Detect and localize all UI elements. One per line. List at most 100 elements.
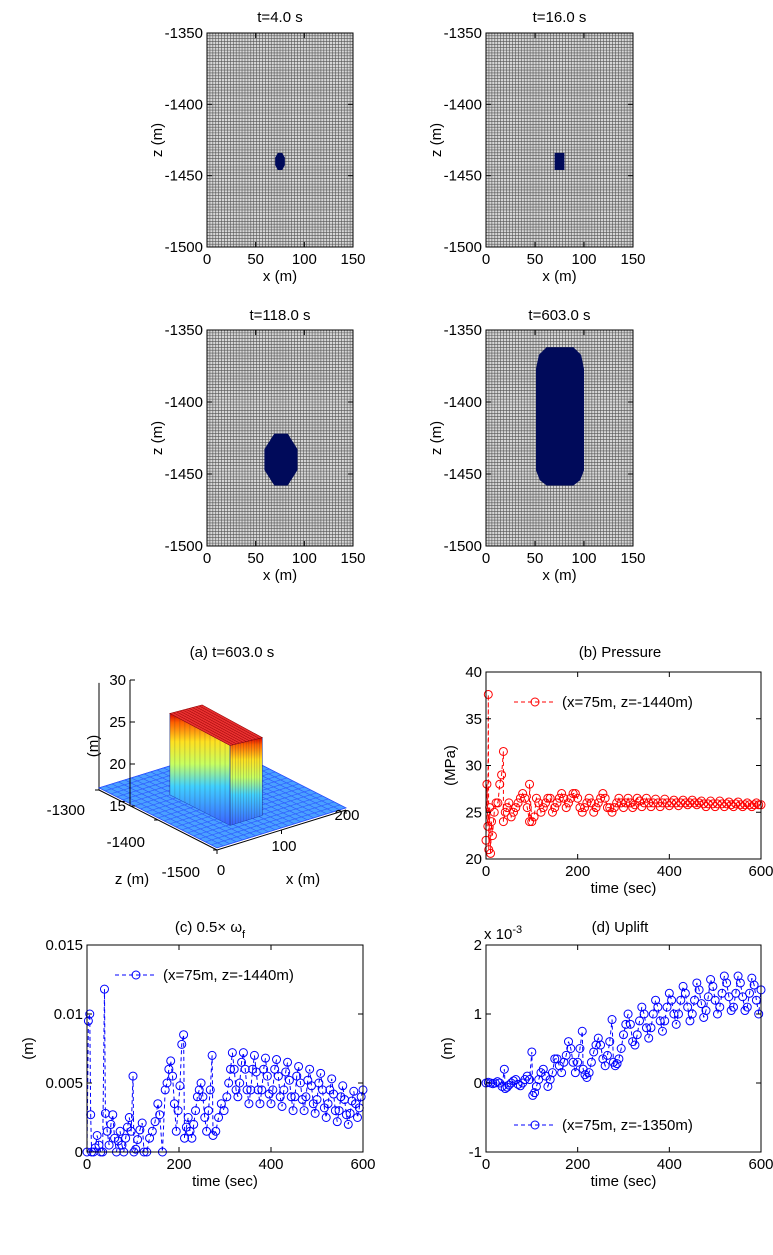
data-point bbox=[552, 798, 562, 808]
data-point bbox=[712, 1009, 722, 1019]
data-point bbox=[577, 1026, 587, 1036]
data-point bbox=[644, 1033, 654, 1043]
data-point bbox=[598, 789, 608, 799]
x-tick-label: 200 bbox=[565, 863, 590, 880]
surface-mesh-line bbox=[189, 708, 250, 741]
y-tick-label: -1350 bbox=[444, 25, 482, 42]
data-point bbox=[530, 1088, 540, 1098]
x-axis-label: time (sec) bbox=[591, 1173, 657, 1190]
data-point bbox=[498, 817, 508, 827]
surface-mesh-line bbox=[172, 712, 234, 745]
data-point bbox=[593, 798, 603, 808]
y-axis-label: z (m) bbox=[149, 123, 166, 157]
data-point bbox=[717, 799, 727, 809]
data-point bbox=[192, 1092, 202, 1102]
data-point bbox=[745, 988, 755, 998]
chart-title: (d) Uplift bbox=[592, 919, 650, 936]
data-point bbox=[492, 1077, 502, 1087]
data-point bbox=[511, 803, 521, 813]
legend-marker bbox=[530, 1120, 540, 1130]
data-point bbox=[196, 1078, 206, 1088]
data-point bbox=[740, 800, 750, 810]
data-point bbox=[664, 988, 674, 998]
x-tick-label: 0 bbox=[482, 863, 490, 880]
data-point bbox=[586, 798, 596, 808]
data-point bbox=[224, 1078, 234, 1088]
data-point bbox=[102, 1126, 112, 1136]
data-point bbox=[244, 1099, 254, 1109]
data-point bbox=[189, 1119, 199, 1129]
y-tick-label: -1 bbox=[469, 1144, 482, 1161]
z-tick-label: 25 bbox=[109, 714, 126, 731]
y-tick-label: -1500 bbox=[444, 239, 482, 256]
data-point bbox=[614, 1054, 624, 1064]
data-point bbox=[598, 1054, 608, 1064]
y-axis-label: z (m) bbox=[428, 123, 445, 157]
data-point bbox=[538, 803, 548, 813]
data-point bbox=[491, 798, 501, 808]
data-point bbox=[749, 980, 759, 990]
data-point bbox=[623, 1009, 633, 1019]
data-point bbox=[536, 807, 546, 817]
chart-title: (b) Pressure bbox=[579, 644, 662, 661]
data-point bbox=[609, 803, 619, 813]
data-point bbox=[568, 1057, 578, 1067]
data-point bbox=[554, 793, 564, 803]
data-point bbox=[602, 803, 612, 813]
data-point bbox=[619, 803, 628, 813]
series-line bbox=[485, 975, 762, 1098]
data-point bbox=[632, 793, 642, 803]
chart-title: t=16.0 s bbox=[533, 9, 587, 26]
data-point bbox=[589, 1047, 599, 1057]
chart-title: t=603.0 s bbox=[528, 307, 590, 324]
data-point bbox=[106, 1119, 116, 1129]
data-point bbox=[692, 978, 702, 988]
data-point bbox=[160, 1085, 170, 1095]
data-point bbox=[183, 1113, 193, 1122]
data-point bbox=[108, 1110, 118, 1120]
data-point bbox=[557, 1068, 567, 1078]
data-point bbox=[690, 798, 700, 808]
data-point bbox=[575, 1044, 585, 1053]
data-point bbox=[653, 1002, 663, 1012]
data-point bbox=[669, 1009, 679, 1019]
data-point bbox=[525, 817, 535, 827]
data-point bbox=[630, 1040, 640, 1050]
data-point bbox=[570, 789, 580, 799]
data-point bbox=[701, 1006, 711, 1016]
data-point bbox=[685, 1016, 695, 1026]
data-point bbox=[651, 995, 661, 1005]
data-point bbox=[710, 995, 720, 1005]
data-point bbox=[211, 1126, 221, 1136]
data-point bbox=[338, 1081, 348, 1091]
data-point bbox=[255, 1099, 265, 1109]
flow-region bbox=[554, 152, 565, 170]
x-tick-label: 0 bbox=[482, 550, 490, 567]
surface-mesh-line bbox=[176, 711, 237, 745]
data-point bbox=[227, 1048, 237, 1058]
data-point bbox=[674, 1009, 683, 1019]
data-point bbox=[582, 1072, 592, 1082]
data-point bbox=[356, 1092, 366, 1102]
data-point bbox=[237, 1057, 247, 1067]
x-tick-label: 150 bbox=[620, 251, 645, 268]
data-point bbox=[270, 1064, 280, 1074]
x-axis-label: x (m) bbox=[542, 567, 576, 584]
x-tick-label: 100 bbox=[271, 838, 296, 855]
x-tick-label: 100 bbox=[292, 550, 317, 567]
data-point bbox=[352, 1113, 362, 1122]
y-tick-label: -1450 bbox=[444, 168, 482, 185]
data-point bbox=[722, 978, 732, 988]
x-tick-label: 600 bbox=[748, 1156, 773, 1173]
data-point bbox=[607, 807, 617, 817]
data-point bbox=[596, 793, 606, 803]
data-point bbox=[518, 789, 528, 799]
x-tick-label: 50 bbox=[247, 251, 264, 268]
surface-mesh-line bbox=[185, 708, 247, 742]
data-point bbox=[621, 798, 631, 808]
data-point bbox=[577, 807, 587, 817]
y-tick-label: 1 bbox=[474, 1006, 482, 1023]
data-point bbox=[515, 793, 525, 803]
data-point bbox=[137, 1118, 147, 1128]
data-point bbox=[191, 1106, 201, 1116]
